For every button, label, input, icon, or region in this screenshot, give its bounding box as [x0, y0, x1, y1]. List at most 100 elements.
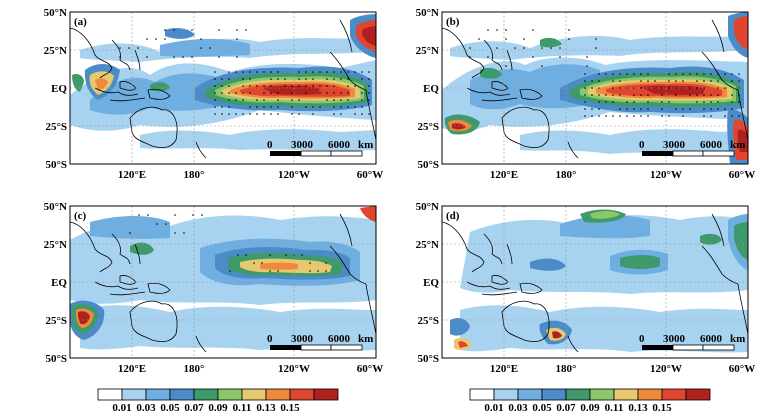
significance-dot	[263, 85, 265, 87]
significance-dot	[361, 78, 363, 80]
significance-dot	[245, 29, 247, 31]
significance-dot	[326, 78, 328, 80]
lon-tick-120e: 120°E	[118, 363, 146, 375]
significance-dot	[496, 47, 498, 49]
significance-dot	[703, 73, 705, 75]
colorbar-label: 0.03	[136, 402, 156, 414]
colorbar-right: 0.01 0.03 0.05 0.07 0.09 0.11 0.13 0.15	[469, 388, 711, 414]
significance-dot	[221, 106, 223, 108]
significance-dot	[354, 113, 356, 115]
significance-dot	[598, 94, 600, 96]
significance-dot	[333, 99, 335, 101]
significance-dot	[368, 78, 370, 80]
significance-dot	[368, 113, 370, 115]
scale-label-6000: 6000	[328, 139, 351, 151]
scale-label-6000: 6000	[700, 333, 723, 345]
significance-dot	[312, 113, 314, 115]
colorbar-swatch	[661, 388, 687, 401]
significance-dot	[305, 106, 307, 108]
significance-dot	[619, 80, 621, 82]
significance-dot	[155, 38, 157, 40]
panel-a-field	[70, 12, 376, 164]
significance-dot	[598, 101, 600, 103]
significance-dot	[605, 101, 607, 103]
significance-dot	[319, 106, 321, 108]
panel-a-scale-bar: 0 3000 6000 km	[267, 139, 373, 157]
significance-dot	[263, 106, 265, 108]
significance-dot	[612, 87, 614, 89]
significance-dot	[717, 108, 719, 110]
significance-dot	[626, 108, 628, 110]
significance-dot	[598, 80, 600, 82]
significance-dot	[496, 29, 498, 31]
significance-dot	[724, 108, 726, 110]
panel-d-grid	[442, 206, 748, 358]
significance-dot	[249, 85, 251, 87]
significance-dot	[640, 94, 642, 96]
significance-dot	[326, 85, 328, 87]
significance-dot	[214, 71, 216, 73]
significance-dot	[633, 94, 635, 96]
significance-dot	[738, 115, 740, 117]
colorbar-label: 0.13	[256, 402, 276, 414]
significance-dot	[165, 223, 167, 225]
panel-c-grid	[70, 206, 376, 358]
significance-dot	[738, 101, 740, 103]
significance-dot	[284, 85, 286, 87]
lon-tick-180: 180°	[184, 169, 205, 181]
scale-label-6000: 6000	[700, 139, 723, 151]
significance-dot	[469, 47, 471, 49]
significance-dot	[261, 262, 263, 264]
significance-dot	[612, 115, 614, 117]
significance-dot	[523, 47, 525, 49]
significance-dot	[584, 101, 586, 103]
lat-tick-25n: 25°N	[416, 45, 439, 57]
significance-dot	[738, 94, 740, 96]
significance-dot	[325, 262, 327, 264]
panel-b-lon-ticks: 120°E 180° 120°W 60°W	[490, 169, 755, 181]
significance-dot	[270, 71, 272, 73]
significance-dot	[319, 85, 321, 87]
significance-dot	[668, 87, 670, 89]
colorbar-swatch	[313, 388, 339, 401]
significance-dot	[647, 108, 649, 110]
significance-dot	[689, 73, 691, 75]
significance-dot	[312, 71, 314, 73]
significance-dot	[661, 115, 663, 117]
significance-dot	[256, 99, 258, 101]
significance-dot	[710, 101, 712, 103]
significance-dot	[731, 73, 733, 75]
significance-dot	[568, 29, 570, 31]
significance-dot	[270, 85, 272, 87]
lat-tick-25n: 25°N	[44, 239, 67, 251]
significance-dot	[340, 92, 342, 94]
significance-dot	[309, 270, 311, 272]
significance-dot	[584, 80, 586, 82]
lon-tick-180: 180°	[556, 169, 577, 181]
significance-dot	[235, 99, 237, 101]
significance-dot	[703, 115, 705, 117]
significance-dot	[200, 47, 202, 49]
significance-dot	[277, 99, 279, 101]
significance-dot	[368, 99, 370, 101]
significance-dot	[619, 94, 621, 96]
significance-dot	[269, 254, 271, 256]
significance-dot	[605, 115, 607, 117]
colorbar-label: 0.01	[484, 402, 503, 414]
significance-dot	[312, 78, 314, 80]
significance-dot	[333, 106, 335, 108]
panel-a-frame	[69, 11, 377, 165]
significance-dot	[696, 73, 698, 75]
colorbar-label: 0.11	[233, 402, 252, 414]
colorbar-label: 0.07	[184, 402, 204, 414]
panel-c-lon-ticks: 120°E 180° 120°W 60°W	[118, 363, 383, 375]
significance-dot	[312, 106, 314, 108]
significance-dot	[209, 47, 211, 49]
scale-label-3000: 3000	[291, 139, 314, 151]
colorbar-swatch	[217, 388, 243, 401]
significance-dot	[584, 108, 586, 110]
significance-dot	[119, 56, 121, 58]
significance-dot	[236, 38, 238, 40]
colorbar-label: 0.15	[652, 402, 672, 414]
panel-a-lon-ticks: 120°E 180° 120°W 60°W	[118, 169, 383, 181]
